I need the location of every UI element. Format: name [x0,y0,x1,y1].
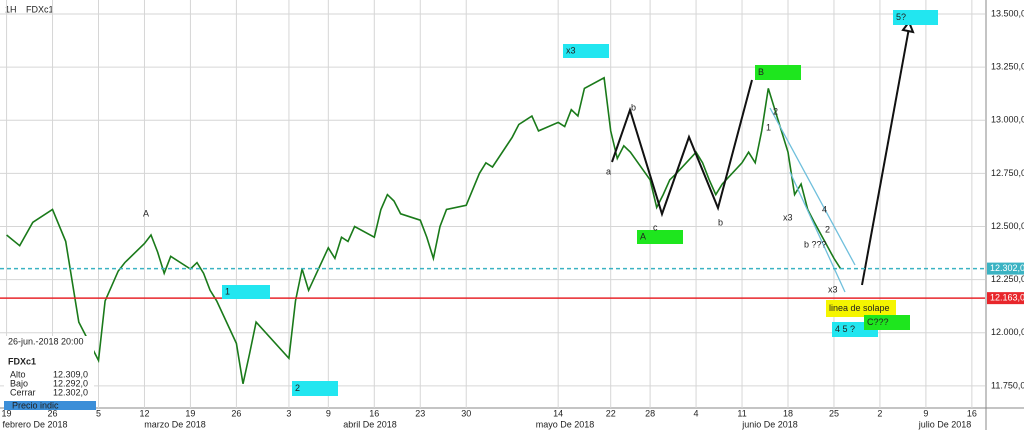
month-label: junio De 2018 [741,419,798,429]
x-tick-label: 12 [139,408,149,418]
symbol: FDXc1 [26,4,54,14]
y-tick-label: 13.250,0 [991,62,1024,72]
annotation-text: linea de solape [829,303,890,313]
month-label: abril De 2018 [343,419,397,429]
x-tick-label: 3 [286,408,291,418]
y-tick-label: 12.000,0 [991,327,1024,337]
level-label: 12.302,0 [990,263,1024,273]
price-line [6,76,842,384]
x-tick-label: 18 [783,408,793,418]
info-value: 12.302,0 [53,387,88,397]
info-label: Alto [10,369,26,379]
annotation-text: C??? [867,317,889,327]
y-tick-label: 13.500,0 [991,8,1024,18]
info-label: Cerrar [10,387,36,397]
x-tick-label: 16 [967,408,977,418]
wave-label: 2 [773,106,778,116]
arrow-head [901,19,915,34]
info-value: 12.292,0 [53,378,88,388]
timeframe: 1H [5,4,17,14]
info-bg [4,336,94,410]
wave-label: x3 [783,212,793,222]
x-tick-label: 22 [606,408,616,418]
annotation-text: 2 [295,383,300,393]
y-tick-label: 11.750,0 [991,380,1024,390]
x-tick-label: 25 [829,408,839,418]
wave-label: x3 [828,284,838,294]
annotation-text: 4 5 ? [835,324,855,334]
arrow [861,27,910,286]
month-label: marzo De 2018 [144,419,206,429]
info-symbol: FDXc1 [8,356,36,366]
info-date: 26-jun.-2018 20:00 [8,336,84,346]
trend-lines [769,107,856,293]
info-panel: 26-jun.-2018 20:00 FDXc1 Precio indic Al… [4,336,96,410]
y-tick-label: 12.500,0 [991,221,1024,231]
x-tick-label: 26 [231,408,241,418]
y-tick-label: 12.250,0 [991,274,1024,284]
annotation-box [292,381,338,396]
annotation-text: B [758,67,764,77]
wave-label: b ??? [804,239,827,249]
wave-label: 1 [766,122,771,132]
info-label: Bajo [10,378,28,388]
annotation-box [222,285,270,299]
x-tick-label: 2 [877,408,882,418]
y-tick-label: 13.000,0 [991,115,1024,125]
annotation-box [826,300,896,317]
annotation-text: x3 [566,45,576,55]
info-value: 12.309,0 [53,369,88,379]
x-tick-label: 14 [553,408,563,418]
month-label: julio De 2018 [918,419,972,429]
level-tag [987,262,1024,275]
annotation-text: 1 [225,286,230,296]
wave-label: 2 [825,224,830,234]
month-label: febrero De 2018 [2,419,67,429]
annotation-text: 5? [896,12,906,22]
wave-label: a [606,166,611,176]
x-tick-label: 28 [645,408,655,418]
annotation-text: A [640,231,646,241]
x-tick-label: 5 [96,408,101,418]
annotation-box [893,10,938,25]
x-tick-label: 16 [369,408,379,418]
x-tick-label: 9 [923,408,928,418]
level-tag [987,292,1024,305]
info-footer-bg [4,401,96,410]
annotation-box [637,230,683,244]
wave-arrows [611,19,915,286]
annotation-box [755,65,801,80]
x-tick-label: 30 [461,408,471,418]
x-tick-label: 4 [694,408,699,418]
info-footer: Precio indic [12,400,59,410]
annotation-box [563,44,609,58]
x-tick-label: 19 [2,408,12,418]
x-tick-label: 11 [737,408,746,418]
x-tick-label: 19 [185,408,195,418]
wave-label: A [143,208,149,218]
y-tick-label: 12.750,0 [991,168,1024,178]
zigzag [611,79,753,218]
wave-label: b [631,102,636,112]
x-tick-label: 9 [326,408,331,418]
wave-label: 4 [822,204,827,214]
trend-line [789,171,846,293]
wave-label: b [718,217,723,227]
x-tick-label: 23 [415,408,425,418]
month-label: mayo De 2018 [536,419,595,429]
trend-line [769,107,856,266]
x-tick-label: 26 [48,408,58,418]
wave-label: c [653,222,658,232]
annotation-box [864,315,910,330]
level-label: 12.163,0 [990,293,1024,303]
